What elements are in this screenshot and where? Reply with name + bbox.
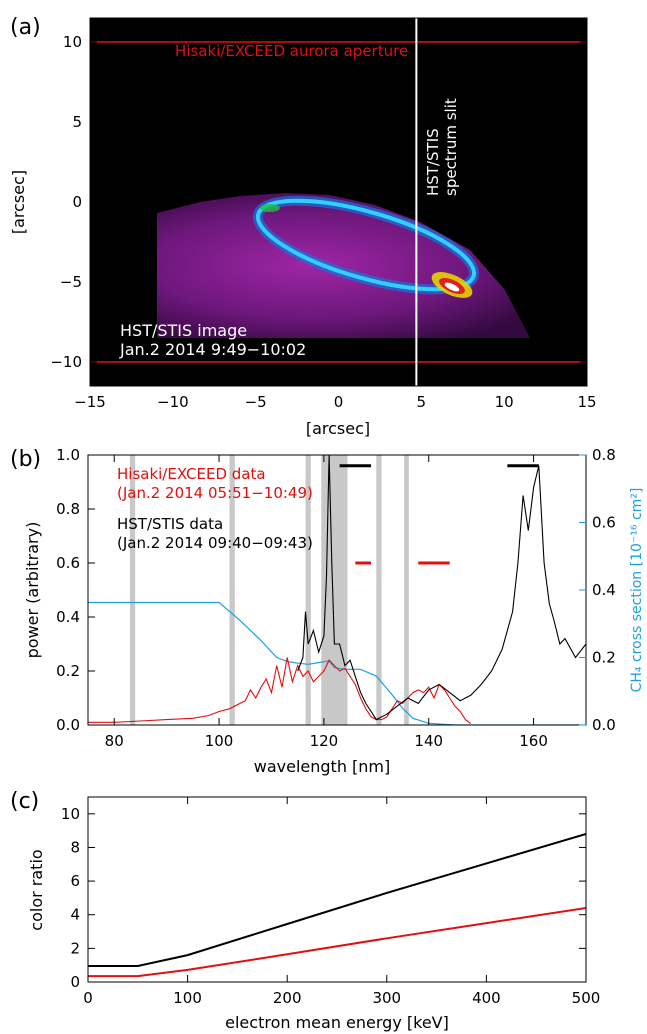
ch4-cross-section-line <box>88 601 586 725</box>
hotspot-green <box>260 204 280 212</box>
panel-c-ylabel: color ratio <box>27 849 46 930</box>
y-tick-label: 1.0 <box>56 446 80 464</box>
gray-band <box>376 455 382 725</box>
gray-band <box>129 455 136 725</box>
hotspot-white <box>444 282 460 292</box>
y-tick-label: 0.6 <box>56 554 80 572</box>
y-tick-label: −5 <box>60 273 82 291</box>
y-tick-label: 6 <box>70 872 80 890</box>
slit-label-1: HST/STIS <box>424 128 442 196</box>
y-tick-label: 0.0 <box>56 716 80 734</box>
legend-stis-line1: HST/STIS data <box>117 515 223 533</box>
gray-band <box>321 455 348 725</box>
panel-a-ylabel: [arcsec] <box>9 170 28 234</box>
panel-c-label: (c) <box>10 789 39 814</box>
panel-b-ylabel: power (arbitrary) <box>23 522 42 659</box>
y-tick-label: 0 <box>72 193 82 211</box>
panel-a-label: (a) <box>10 15 41 40</box>
y2-tick-label: 0.4 <box>592 581 616 599</box>
x-tick-label: −10 <box>157 393 189 411</box>
gray-band <box>404 455 409 725</box>
panel-b: (b) 80 100 120 140 160 0.0 0.2 0.4 0.6 0.8 1.0 0.0 0… <box>10 446 645 776</box>
legend-stis-line2: (Jan.2 2014 09:40−09:43) <box>117 534 313 552</box>
x-tick-label: 140 <box>414 732 443 750</box>
x-tick-label: 160 <box>519 732 548 750</box>
hisaki-exceed-line <box>88 657 472 725</box>
y2-tick-label: 0.0 <box>592 716 616 734</box>
y-tick-label: 8 <box>70 838 80 856</box>
ratio-line-black <box>88 833 586 967</box>
x-tick-label: −15 <box>74 393 106 411</box>
panel-b-xlabel: wavelength [nm] <box>254 757 391 776</box>
x-tick-label: 120 <box>310 732 339 750</box>
panel-b-y2label: CH₄ cross section [10⁻¹⁶ cm²] <box>629 488 645 693</box>
gray-band <box>229 455 235 725</box>
image-label-2: Jan.2 2014 9:49−10:02 <box>119 340 306 359</box>
aperture-label: Hisaki/EXCEED aurora aperture <box>175 42 408 60</box>
x-tick-label: 10 <box>495 393 514 411</box>
y-tick-label: 0 <box>70 973 80 991</box>
x-tick-label: 400 <box>472 989 501 1007</box>
y-tick-label: 0.2 <box>56 662 80 680</box>
y2-tick-label: 0.2 <box>592 649 616 667</box>
x-tick-label: 500 <box>572 989 601 1007</box>
hst-stis-line <box>297 455 586 721</box>
x-tick-label: 200 <box>273 989 302 1007</box>
image-label-1: HST/STIS image <box>120 321 247 340</box>
slit-label-2: spectrum slit <box>442 98 460 196</box>
x-tick-label: 5 <box>417 393 427 411</box>
x-tick-label: 80 <box>105 732 124 750</box>
y2-tick-label: 0.6 <box>592 514 616 532</box>
ratio-line-red <box>88 907 586 978</box>
y2-tick-label: 0.8 <box>592 446 616 464</box>
legend-hisaki-line1: Hisaki/EXCEED data <box>117 465 266 483</box>
y-tick-label: 10 <box>63 33 82 51</box>
legend-hisaki-line2: (Jan.2 2014 05:51−10:49) <box>117 484 313 502</box>
x-tick-label: 0 <box>334 393 344 411</box>
x-tick-label: 0 <box>83 989 93 1007</box>
gray-band <box>305 455 311 725</box>
x-tick-label: 100 <box>173 989 202 1007</box>
panel-c: (c) 0 100 200 300 400 500 0 2 4 6 8 10 electron mea… <box>10 789 600 1032</box>
y-tick-label: 4 <box>70 906 80 924</box>
panel-c-xlabel: electron mean energy [keV] <box>225 1013 449 1032</box>
y-tick-label: 10 <box>61 805 80 823</box>
y-tick-label: 0.4 <box>56 608 80 626</box>
x-tick-label: 100 <box>205 732 234 750</box>
panel-a: (a) Hisaki/EXCEED aurora aperture HST/ST… <box>9 15 597 438</box>
x-tick-label: 15 <box>577 393 596 411</box>
auroral-oval <box>255 198 477 292</box>
y-tick-label: 5 <box>72 113 82 131</box>
x-tick-label: −5 <box>245 393 267 411</box>
x-tick-label: 300 <box>372 989 401 1007</box>
panel-a-xlabel: [arcsec] <box>306 419 370 438</box>
panel-b-label: (b) <box>10 447 41 472</box>
y-tick-label: 2 <box>70 939 80 957</box>
y-tick-label: 0.8 <box>56 500 80 518</box>
y-tick-label: −10 <box>50 353 82 371</box>
